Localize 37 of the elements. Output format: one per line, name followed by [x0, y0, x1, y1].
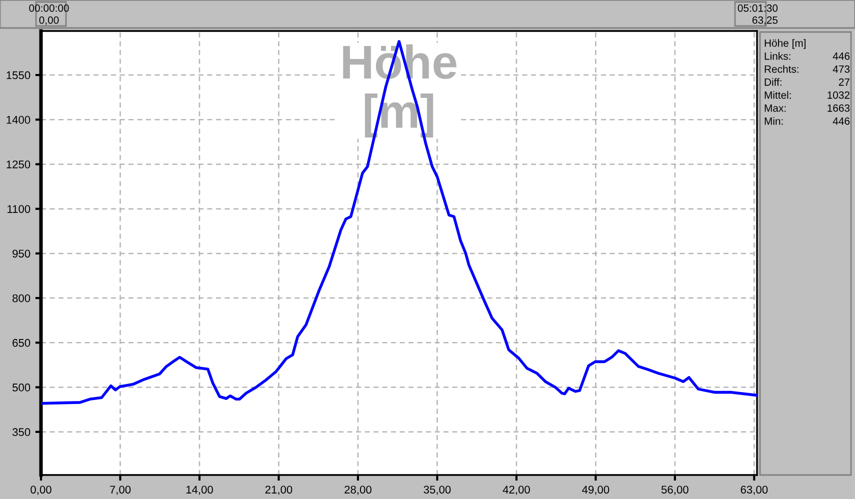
y-tick-label: 800 — [12, 294, 30, 302]
line-series — [41, 40, 757, 405]
x-tick-label: 21,00 — [265, 486, 292, 495]
x-tick-label: 56,00 — [661, 486, 688, 495]
y-tick-label: 650 — [12, 338, 30, 347]
text: 27 — [838, 78, 850, 86]
text: 00:00:00 — [29, 4, 69, 12]
y-tick-label: 1550 — [6, 71, 30, 80]
x-tick-label: 63,00 — [740, 486, 768, 495]
text: Min: — [764, 117, 783, 125]
text: Max: — [764, 104, 786, 112]
y-tick-label: 1400 — [6, 116, 30, 124]
text: 63,25 — [752, 16, 778, 26]
text: 1663 — [828, 104, 850, 112]
x-tick-label: 28,00 — [344, 486, 372, 495]
y-tick-label: 1100 — [8, 205, 30, 213]
text: Mittel: — [764, 91, 791, 99]
x-tick-label: 0,00 — [30, 486, 52, 495]
y-tick-label: 350 — [12, 428, 30, 436]
text: 0,00 — [39, 16, 59, 26]
x-tick-label: 7,00 — [110, 486, 131, 495]
text: 05:01:30 — [738, 4, 778, 12]
text: 1032 — [828, 91, 850, 99]
x-tick-label: 42,00 — [502, 486, 530, 495]
text: 473 — [832, 65, 850, 73]
y-tick-label: 500 — [12, 384, 30, 392]
x-tick-label: 49,00 — [582, 486, 610, 495]
y-tick-label: 950 — [12, 250, 30, 258]
text: 446 — [832, 52, 850, 60]
text: 446 — [832, 117, 850, 125]
x-tick-label: 14,00 — [186, 486, 213, 495]
text: Rechts: — [764, 65, 798, 73]
text: Diff: — [764, 78, 782, 86]
text: Links: — [764, 52, 790, 60]
y-tick-label: 1250 — [6, 160, 30, 168]
x-tick-label: 35,00 — [424, 486, 451, 495]
text: Höhe [m] — [764, 39, 806, 49]
